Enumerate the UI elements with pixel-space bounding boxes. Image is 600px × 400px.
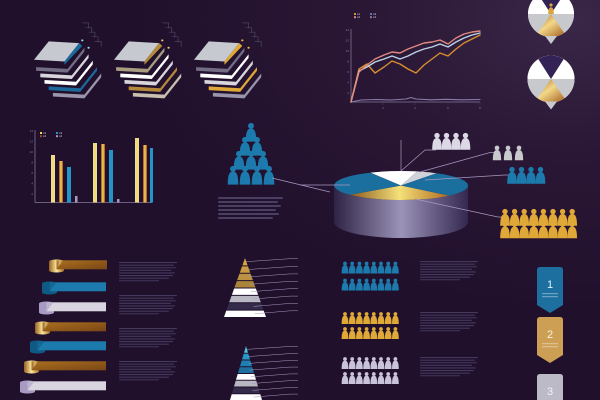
- svg-text:14: 14: [346, 28, 350, 32]
- svg-text:6: 6: [447, 106, 449, 110]
- svg-text:s2: s2: [357, 15, 361, 19]
- svg-text:4: 4: [31, 182, 33, 186]
- svg-text:4: 4: [347, 81, 349, 85]
- svg-text:3: 3: [547, 386, 553, 398]
- svg-text:14: 14: [30, 129, 34, 133]
- svg-text:4: 4: [414, 106, 416, 110]
- svg-text:8: 8: [31, 161, 33, 165]
- svg-text:s2: s2: [43, 134, 47, 138]
- svg-text:12: 12: [346, 39, 350, 43]
- svg-text:12: 12: [30, 140, 34, 144]
- svg-text:10: 10: [30, 150, 34, 154]
- svg-text:2: 2: [382, 106, 384, 110]
- svg-text:s4: s4: [59, 134, 63, 138]
- svg-text:2: 2: [347, 91, 349, 95]
- svg-text:10: 10: [346, 49, 350, 53]
- svg-text:2: 2: [31, 192, 33, 196]
- svg-text:1: 1: [547, 279, 553, 291]
- svg-text:s4: s4: [373, 15, 377, 19]
- svg-text:8: 8: [479, 106, 481, 110]
- svg-text:2: 2: [547, 329, 553, 341]
- svg-text:8: 8: [347, 60, 349, 64]
- svg-text:6: 6: [31, 171, 33, 175]
- svg-text:6: 6: [347, 70, 349, 74]
